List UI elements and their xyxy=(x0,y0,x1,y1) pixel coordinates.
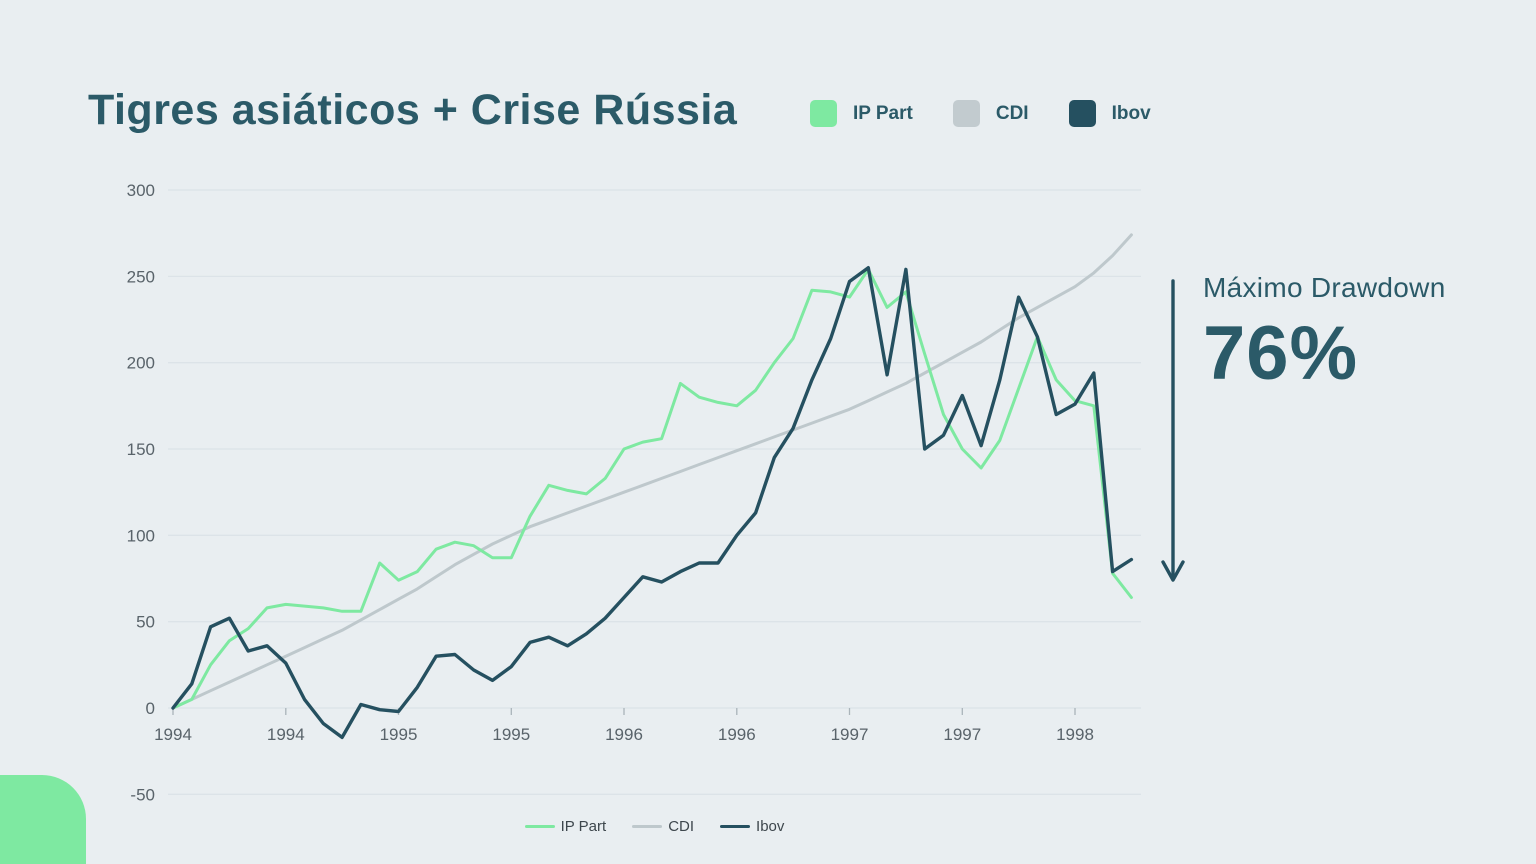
legend-swatch-cdi xyxy=(952,100,980,127)
chart-legend-top: IP Part CDI Ibov xyxy=(810,100,1151,127)
series-line-ibov xyxy=(171,266,1134,740)
drawdown-arrow xyxy=(1161,279,1185,582)
legend-label-ibov: Ibov xyxy=(1111,102,1151,124)
corner-decoration xyxy=(0,775,86,864)
y-axis-label: 100 xyxy=(127,526,155,545)
x-axis-label: 1997 xyxy=(943,725,981,744)
x-axis-label: 1995 xyxy=(492,725,530,744)
y-axis-label: 250 xyxy=(127,267,155,286)
y-axis-label: -50 xyxy=(130,785,155,804)
legend-line-swatch-ibov xyxy=(720,825,751,828)
x-axis-label: 1994 xyxy=(154,725,192,744)
x-axis-label: 1998 xyxy=(1056,725,1094,744)
legend-swatch-ibov xyxy=(1068,100,1096,127)
legend-label-cdi: CDI xyxy=(995,102,1029,124)
y-axis-label: 200 xyxy=(127,354,155,373)
legend-item-ip-part: IP Part xyxy=(524,818,607,835)
y-axis-label: 0 xyxy=(146,699,155,718)
y-axis-label: 150 xyxy=(127,440,155,459)
legend-label-ip-part: IP Part xyxy=(560,818,607,835)
series-line-ip-part xyxy=(171,267,1133,710)
legend-item-ibov: Ibov xyxy=(720,818,784,835)
legend-label-cdi: CDI xyxy=(668,818,695,835)
legend-line-swatch-cdi xyxy=(632,825,663,828)
legend-item-cdi: CDI xyxy=(632,818,694,835)
legend-item-cdi: CDI xyxy=(952,100,1029,127)
drawdown-label: Máximo Drawdown xyxy=(1203,272,1446,303)
legend-label-ip-part: IP Part xyxy=(853,102,913,124)
x-axis-label: 1996 xyxy=(605,725,643,744)
legend-item-ip-part: IP Part xyxy=(810,100,913,127)
chart-legend-bottom: IP Part CDI Ibov xyxy=(168,818,1141,835)
y-axis-label: 50 xyxy=(136,613,155,632)
y-axis-label: 300 xyxy=(127,181,155,200)
legend-item-ibov: Ibov xyxy=(1068,100,1151,127)
x-axis-label: 1996 xyxy=(718,725,756,744)
page-title: Tigres asiáticos + Crise Rússia xyxy=(88,86,738,134)
x-axis-label: 1994 xyxy=(267,725,305,744)
drawdown-annotation: Máximo Drawdown 76% xyxy=(1203,272,1446,397)
series-line-cdi xyxy=(171,233,1133,710)
legend-swatch-ip-part xyxy=(810,100,837,127)
drawdown-value: 76% xyxy=(1203,311,1359,396)
legend-label-ibov: Ibov xyxy=(756,818,785,835)
x-axis-label: 1995 xyxy=(380,725,418,744)
legend-line-swatch-ip-part xyxy=(524,825,555,828)
x-axis-label: 1997 xyxy=(831,725,869,744)
